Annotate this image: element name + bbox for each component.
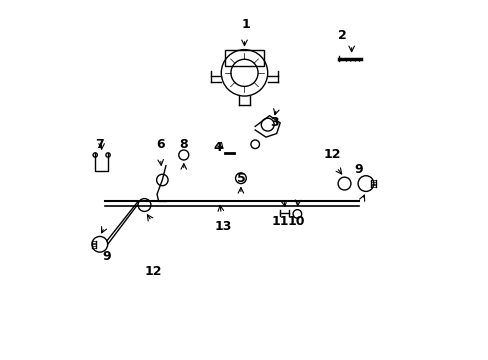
Text: 10: 10	[287, 215, 305, 228]
Text: 9: 9	[354, 163, 363, 176]
Text: 11: 11	[271, 215, 288, 228]
Text: 7: 7	[95, 138, 104, 151]
Text: 3: 3	[270, 116, 279, 129]
Text: 6: 6	[156, 138, 164, 151]
Text: 2: 2	[338, 29, 346, 42]
Text: 1: 1	[242, 18, 250, 31]
Text: 4: 4	[213, 141, 222, 154]
Text: 12: 12	[144, 265, 162, 278]
Text: 8: 8	[179, 138, 188, 151]
Text: 5: 5	[236, 172, 245, 185]
Text: 13: 13	[214, 220, 231, 233]
Text: 12: 12	[323, 148, 340, 162]
Text: 9: 9	[102, 250, 111, 263]
